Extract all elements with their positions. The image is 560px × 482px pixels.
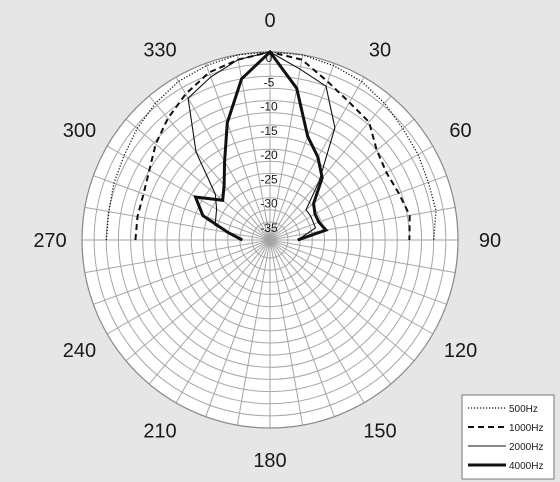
legend: 500Hz 1000Hz 2000Hz 4000Hz [461,394,555,480]
grid-spoke [125,118,271,241]
grid-spoke [269,239,447,305]
angle-label-210: 210 [143,421,176,443]
grid-spoke [93,239,271,305]
legend-label-4000Hz: 4000Hz [509,461,543,472]
grid-spoke [269,63,335,241]
grid-spoke [269,239,456,274]
grid-spoke [84,206,271,241]
radial-label: -15 [260,124,278,138]
grid-spoke [269,145,434,241]
grid-spoke [269,54,304,241]
grid-spoke [269,118,415,241]
series-line-500Hz [105,51,437,241]
grid-spoke [269,239,392,385]
grid-spoke [236,239,271,426]
angle-label-330: 330 [143,39,176,61]
grid-spoke [269,239,304,426]
grid-spoke [269,239,415,362]
grid-spoke [175,76,271,241]
angle-label-0: 0 [264,10,275,32]
grid-spoke [148,95,271,241]
grid-spoke [269,239,434,335]
polar-grid [81,51,459,429]
legend-label-2000Hz: 2000Hz [509,442,543,453]
radial-label: -35 [260,221,278,235]
angle-label-120: 120 [444,340,477,362]
grid-spoke [125,239,271,362]
angle-label-30: 30 [369,39,391,61]
grid-spoke [148,239,271,385]
angle-label-300: 300 [63,120,96,142]
legend-label-1000Hz: 1000Hz [509,423,543,434]
grid-spoke [236,54,271,241]
angle-label-150: 150 [363,421,396,443]
grid-spoke [84,239,271,274]
grid-spoke [93,175,271,241]
angle-label-90: 90 [479,230,501,252]
grid-spoke [175,239,271,404]
radial-label: -30 [260,197,278,211]
angle-label-180: 180 [253,450,286,472]
grid-spoke [205,63,271,241]
legend-label-500Hz: 500Hz [509,404,538,415]
radial-label: -10 [260,100,278,114]
radial-label: -20 [260,148,278,162]
grid-spoke [106,239,271,335]
radial-label: -25 [260,172,278,186]
grid-spoke [269,239,335,417]
angle-label-270: 270 [33,230,66,252]
radial-labels: 0 -5 -10 -15 -20 -25 -30 -35 [260,51,278,235]
grid-spoke [106,145,271,241]
legend-box [461,394,555,480]
grid-spoke [269,175,447,241]
grid-spoke [205,239,271,417]
grid-spoke [269,206,456,241]
grid-spoke [269,95,392,241]
radial-label: 0 [266,51,273,65]
angle-label-240: 240 [63,340,96,362]
radial-label: -5 [264,75,275,89]
angle-label-60: 60 [449,120,471,142]
series-line-4000Hz [193,49,329,242]
angle-labels: 0 30 60 90 120 150 180 210 240 270 300 330 [33,10,501,472]
grid-spoke [269,239,365,404]
series-group [105,49,437,242]
